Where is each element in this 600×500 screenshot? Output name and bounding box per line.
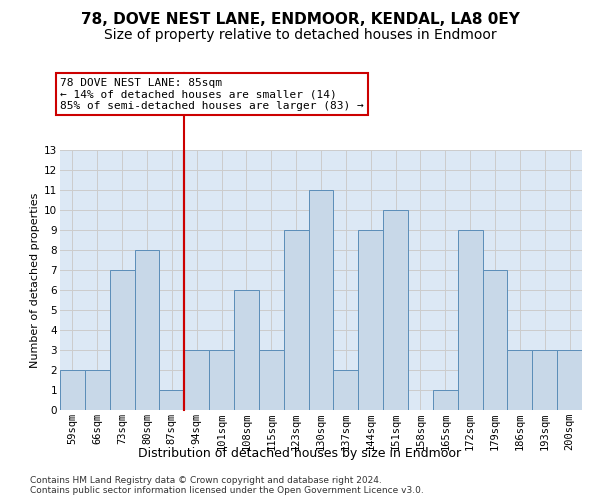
Bar bbox=[110, 270, 134, 410]
Bar bbox=[85, 370, 110, 410]
Bar bbox=[557, 350, 582, 410]
Bar bbox=[508, 350, 532, 410]
Bar bbox=[209, 350, 234, 410]
Bar bbox=[358, 230, 383, 410]
Bar bbox=[433, 390, 458, 410]
Bar bbox=[160, 390, 184, 410]
Bar bbox=[184, 350, 209, 410]
Bar bbox=[284, 230, 308, 410]
Bar bbox=[482, 270, 508, 410]
Bar bbox=[532, 350, 557, 410]
Bar bbox=[383, 210, 408, 410]
Bar bbox=[60, 370, 85, 410]
Bar bbox=[334, 370, 358, 410]
Bar bbox=[134, 250, 160, 410]
Bar bbox=[308, 190, 334, 410]
Bar bbox=[234, 290, 259, 410]
Bar bbox=[259, 350, 284, 410]
Bar bbox=[458, 230, 482, 410]
Text: Contains HM Land Registry data © Crown copyright and database right 2024.
Contai: Contains HM Land Registry data © Crown c… bbox=[30, 476, 424, 495]
Text: Size of property relative to detached houses in Endmoor: Size of property relative to detached ho… bbox=[104, 28, 496, 42]
Y-axis label: Number of detached properties: Number of detached properties bbox=[30, 192, 40, 368]
Text: 78, DOVE NEST LANE, ENDMOOR, KENDAL, LA8 0EY: 78, DOVE NEST LANE, ENDMOOR, KENDAL, LA8… bbox=[80, 12, 520, 28]
Text: 78 DOVE NEST LANE: 85sqm
← 14% of detached houses are smaller (14)
85% of semi-d: 78 DOVE NEST LANE: 85sqm ← 14% of detach… bbox=[60, 78, 364, 110]
Text: Distribution of detached houses by size in Endmoor: Distribution of detached houses by size … bbox=[139, 448, 461, 460]
